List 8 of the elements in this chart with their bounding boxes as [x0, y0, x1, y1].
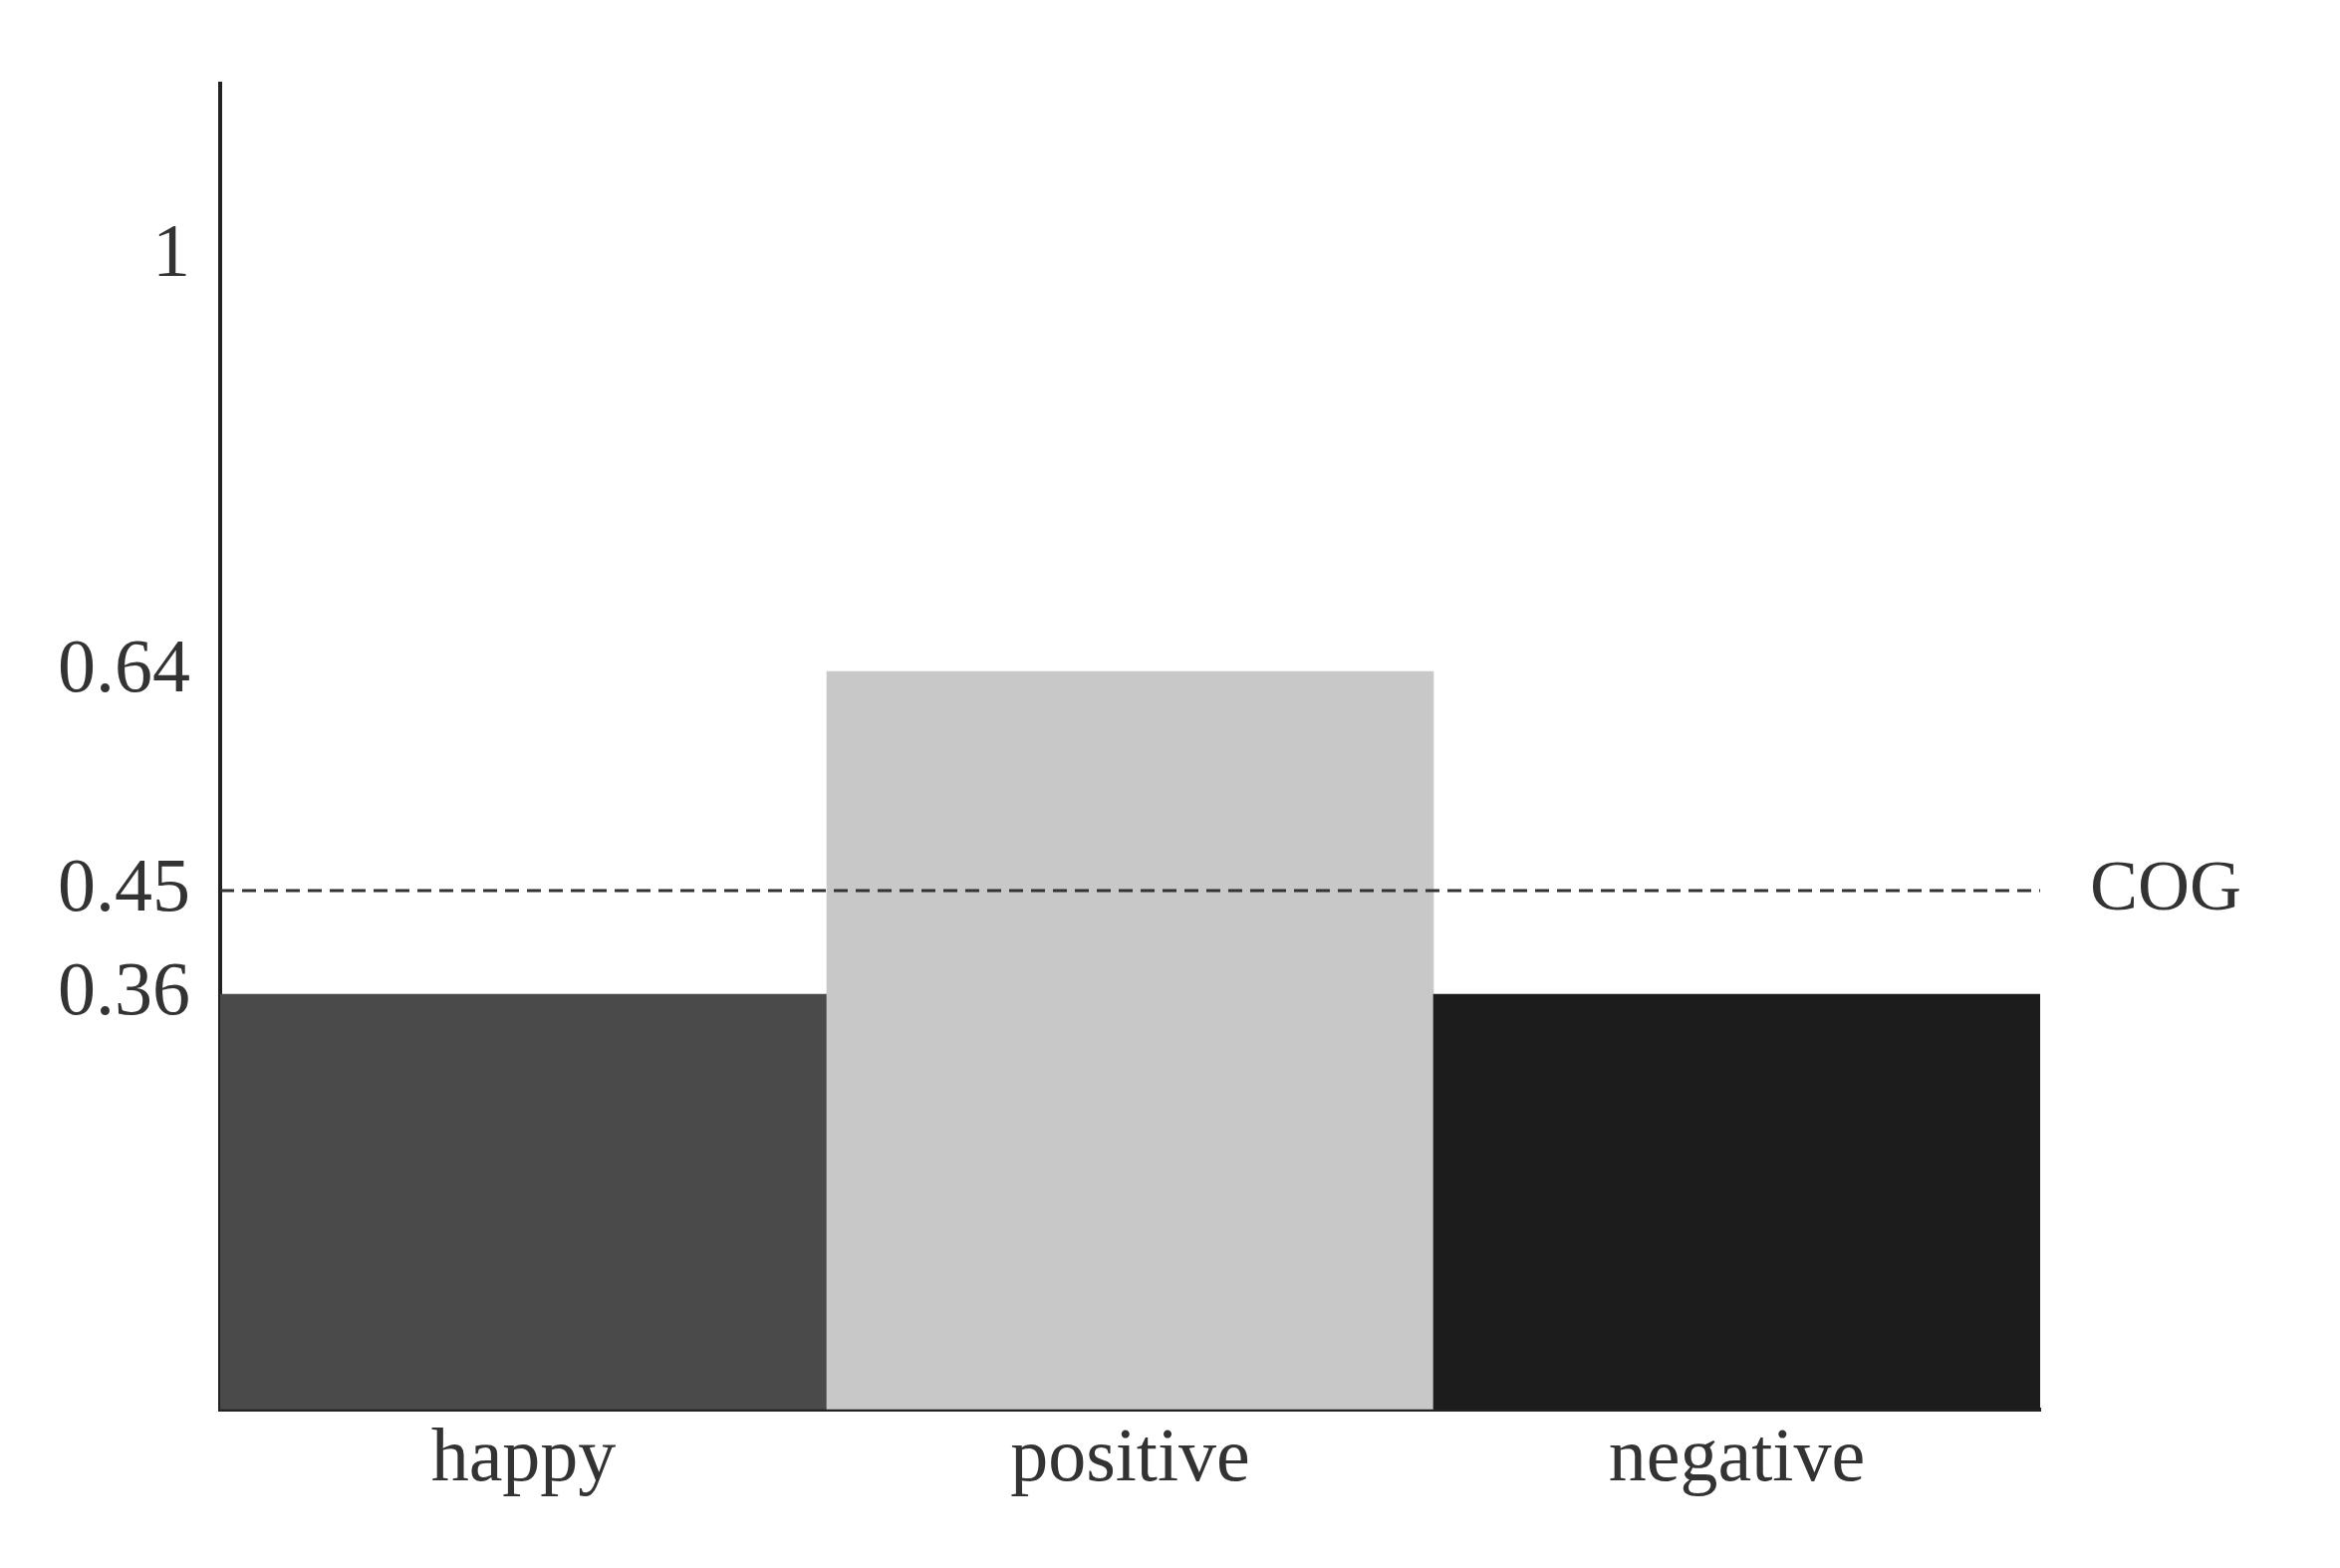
y-tick-label: 1 — [152, 208, 190, 293]
y-tick-label: 0.64 — [58, 623, 190, 707]
ref-line-label: COG — [2090, 845, 2242, 925]
y-tick-label: 0.45 — [58, 842, 190, 926]
x-tick-label: negative — [1608, 1413, 1866, 1497]
y-tick-label: 0.36 — [58, 946, 190, 1031]
x-tick-label: happy — [430, 1413, 617, 1497]
x-tick-label: positive — [1010, 1413, 1250, 1497]
